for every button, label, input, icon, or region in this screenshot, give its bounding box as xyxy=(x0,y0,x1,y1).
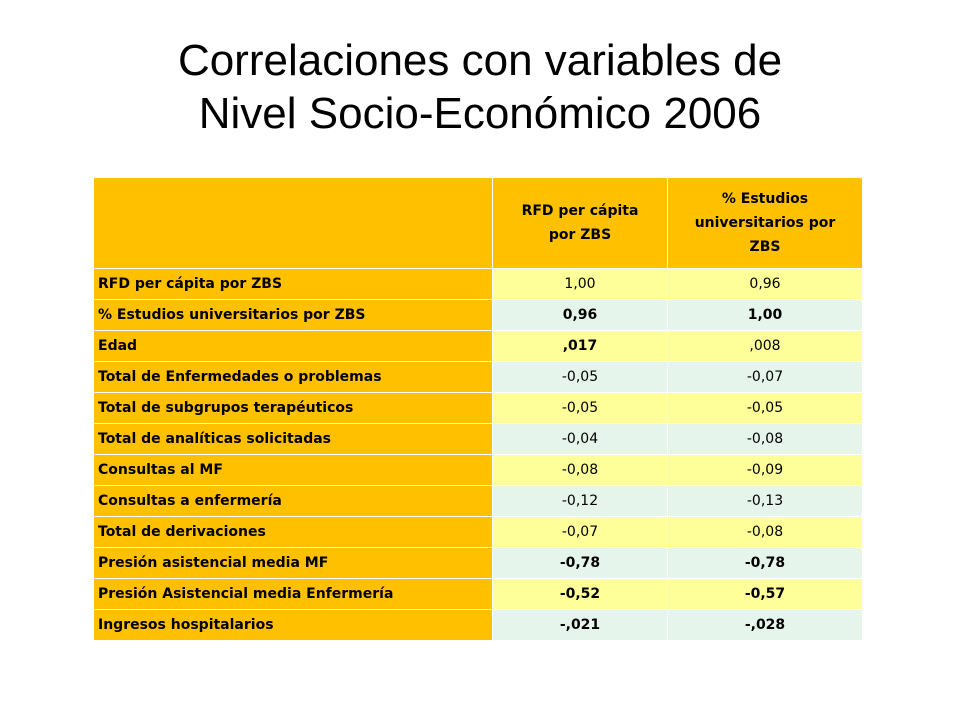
table-row: Total de subgrupos terapéuticos -0,05 -0… xyxy=(93,392,863,424)
correlation-table: RFD per cápita por ZBS % Estudios univer… xyxy=(93,177,863,641)
row-label: Total de Enfermedades o problemas xyxy=(93,361,493,393)
cell-rfd: -,021 xyxy=(492,609,668,641)
slide-title-line-2: Nivel Socio-Económico 2006 xyxy=(198,89,762,138)
table-row: Consultas al MF -0,08 -0,09 xyxy=(93,454,863,486)
table-row: Presión asistencial media MF -0,78 -0,78 xyxy=(93,547,863,579)
cell-estudios: -,028 xyxy=(667,609,863,641)
header-rfd-line: por ZBS xyxy=(548,227,612,243)
row-label: RFD per cápita por ZBS xyxy=(93,268,493,300)
cell-rfd: -0,52 xyxy=(492,578,668,610)
table-row: Ingresos hospitalarios -,021 -,028 xyxy=(93,609,863,641)
table-row: Total de Enfermedades o problemas -0,05 … xyxy=(93,361,863,393)
cell-estudios: -0,09 xyxy=(667,454,863,486)
row-label: % Estudios universitarios por ZBS xyxy=(93,299,493,331)
cell-rfd: -0,05 xyxy=(492,361,668,393)
cell-estudios: -0,07 xyxy=(667,361,863,393)
cell-estudios: 1,00 xyxy=(667,299,863,331)
row-label: Presión Asistencial media Enfermería xyxy=(93,578,493,610)
cell-estudios: -0,78 xyxy=(667,547,863,579)
cell-estudios: -0,13 xyxy=(667,485,863,517)
header-corner-cell xyxy=(93,177,493,269)
cell-rfd: ,017 xyxy=(492,330,668,362)
row-label: Presión asistencial media MF xyxy=(93,547,493,579)
row-label: Consultas al MF xyxy=(93,454,493,486)
cell-rfd: -0,07 xyxy=(492,516,668,548)
header-estudios-line: ZBS xyxy=(749,239,781,255)
table-row: % Estudios universitarios por ZBS 0,96 1… xyxy=(93,299,863,331)
table-row: Total de analíticas solicitadas -0,04 -0… xyxy=(93,423,863,455)
row-label: Edad xyxy=(93,330,493,362)
row-label: Consultas a enfermería xyxy=(93,485,493,517)
header-estudios-line: universitarios por xyxy=(694,215,836,231)
cell-rfd: 0,96 xyxy=(492,299,668,331)
cell-estudios: -0,08 xyxy=(667,423,863,455)
row-label: Total de derivaciones xyxy=(93,516,493,548)
row-label: Total de subgrupos terapéuticos xyxy=(93,392,493,424)
cell-estudios: 0,96 xyxy=(667,268,863,300)
table-row: Total de derivaciones -0,07 -0,08 xyxy=(93,516,863,548)
cell-rfd: 1,00 xyxy=(492,268,668,300)
cell-rfd: -0,08 xyxy=(492,454,668,486)
header-rfd-line: RFD per cápita xyxy=(521,203,639,219)
table-header-row: RFD per cápita por ZBS % Estudios univer… xyxy=(93,177,863,269)
header-rfd-per-capita: RFD per cápita por ZBS xyxy=(492,177,668,269)
table-row: Presión Asistencial media Enfermería -0,… xyxy=(93,578,863,610)
cell-estudios: -0,05 xyxy=(667,392,863,424)
row-label: Ingresos hospitalarios xyxy=(93,609,493,641)
header-estudios-universitarios: % Estudios universitarios por ZBS xyxy=(667,177,863,269)
table-row: Consultas a enfermería -0,12 -0,13 xyxy=(93,485,863,517)
slide-title-line-1: Correlaciones con variables de xyxy=(177,36,783,85)
cell-rfd: -0,78 xyxy=(492,547,668,579)
table-row: RFD per cápita por ZBS 1,00 0,96 xyxy=(93,268,863,300)
cell-estudios: -0,57 xyxy=(667,578,863,610)
cell-estudios: -0,08 xyxy=(667,516,863,548)
row-label: Total de analíticas solicitadas xyxy=(93,423,493,455)
header-estudios-line: % Estudios xyxy=(721,191,809,207)
cell-rfd: -0,05 xyxy=(492,392,668,424)
cell-rfd: -0,04 xyxy=(492,423,668,455)
cell-estudios: ,008 xyxy=(667,330,863,362)
table-row: Edad ,017 ,008 xyxy=(93,330,863,362)
cell-rfd: -0,12 xyxy=(492,485,668,517)
slide-title: Correlaciones con variables de Nivel Soc… xyxy=(0,34,960,140)
